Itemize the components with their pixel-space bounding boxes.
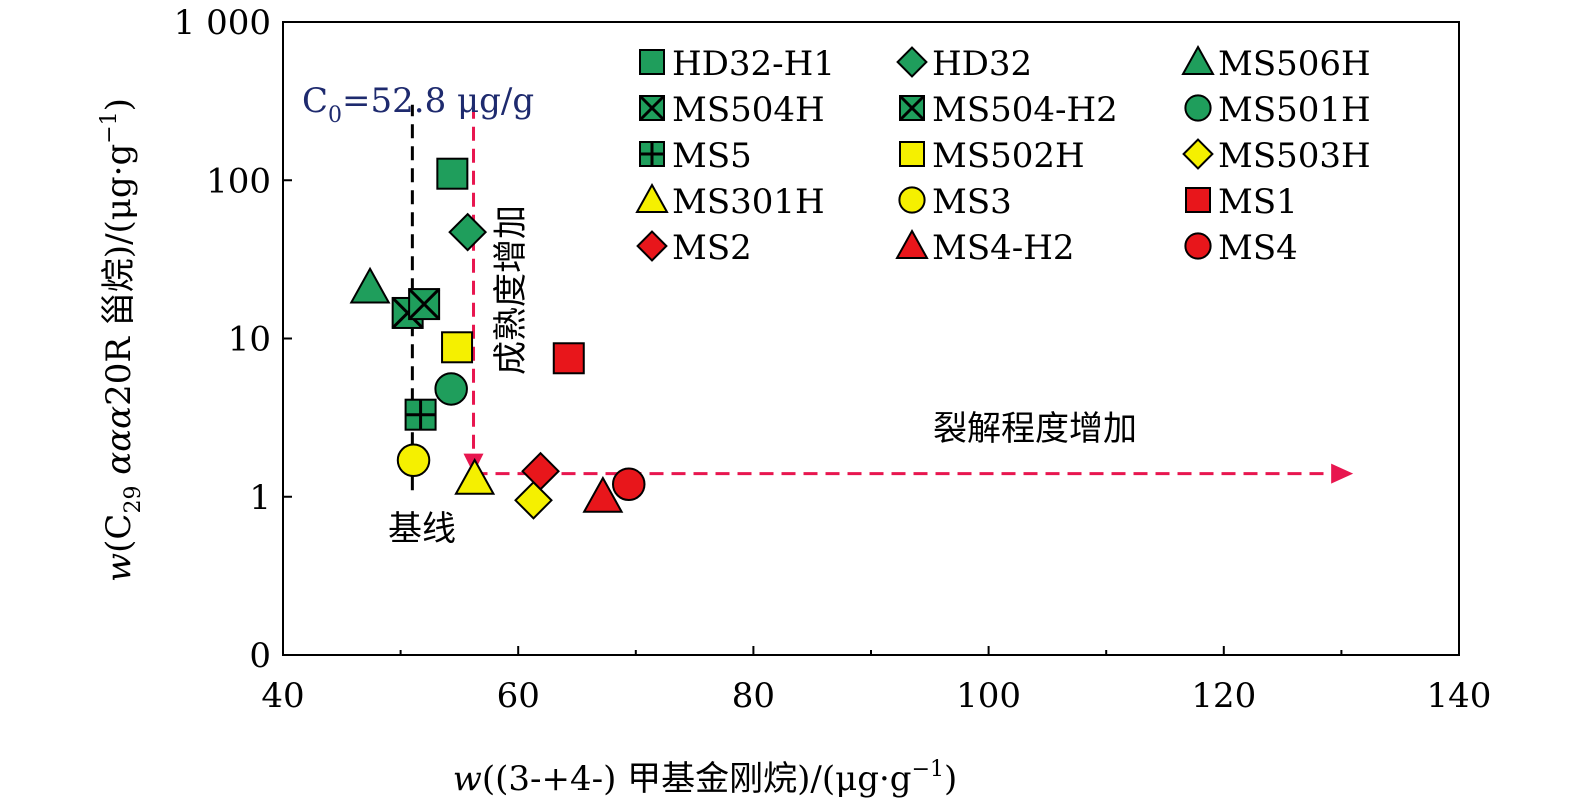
legend-label: MS501H xyxy=(1218,90,1371,130)
point-hd32 xyxy=(448,212,488,252)
y-tick-label: 1 000 xyxy=(174,3,271,43)
point-hd32-h1 xyxy=(436,157,469,190)
x-tick-label: 40 xyxy=(261,676,304,716)
y-tick-label: 1 xyxy=(249,478,271,518)
legend-marker-ms501h xyxy=(1184,94,1212,122)
legend-label: MS3 xyxy=(932,182,1012,222)
point-ms501h xyxy=(434,372,468,406)
point-ms506h xyxy=(349,266,391,304)
legend-marker-ms4 xyxy=(1184,232,1212,260)
y-tick-label: 0 xyxy=(249,636,271,676)
legend-label: MS301H xyxy=(672,182,825,222)
legend-label: MS504-H2 xyxy=(932,90,1118,130)
x-tick-label: 60 xyxy=(497,676,540,716)
legend-marker-hd32 xyxy=(896,46,928,78)
legend-marker-ms1 xyxy=(1185,187,1211,213)
legend-marker-ms301h xyxy=(635,182,669,213)
x-tick-label: 120 xyxy=(1191,676,1256,716)
point-ms502h xyxy=(441,331,474,364)
point-ms301h xyxy=(454,457,496,495)
maturity-label: 成熟度增加 xyxy=(491,205,531,375)
legend-marker-hd32-h1 xyxy=(639,49,665,75)
legend-label: MS4-H2 xyxy=(932,228,1075,268)
legend-label: MS504H xyxy=(672,90,825,130)
legend-marker-ms4-h2 xyxy=(895,228,929,259)
y-axis-ticks: 0 1 10 100 1 000 xyxy=(174,3,292,676)
legend-label: MS1 xyxy=(1218,182,1298,222)
legend-marker-ms2 xyxy=(636,230,668,262)
x-tick-label: 80 xyxy=(732,676,775,716)
legend-marker-ms504h xyxy=(638,94,666,122)
point-ms4-h2 xyxy=(582,475,624,513)
legend-marker-ms502h xyxy=(899,141,925,167)
legend-label: MS506H xyxy=(1218,44,1371,84)
legend-label: MS5 xyxy=(672,136,752,176)
legend-label: HD32 xyxy=(932,44,1032,84)
data-points xyxy=(349,157,646,520)
legend-label: HD32-H1 xyxy=(672,44,835,84)
legend-label: MS502H xyxy=(932,136,1085,176)
x-tick-label: 140 xyxy=(1427,676,1492,716)
point-ms5 xyxy=(404,398,437,431)
cracking-arrow-head xyxy=(1331,463,1354,484)
y-tick-label: 100 xyxy=(206,161,271,201)
point-ms3 xyxy=(396,443,431,478)
baseline-value-label: C0=52.8 μg/g xyxy=(302,81,534,128)
legend-label: MS4 xyxy=(1218,228,1298,268)
point-ms4 xyxy=(611,467,646,501)
cracking-label: 裂解程度增加 xyxy=(933,409,1137,449)
baseline-label: 基线 xyxy=(388,509,456,549)
point-ms1 xyxy=(552,342,585,375)
legend-marker-ms3 xyxy=(898,186,926,214)
legend-label: MS2 xyxy=(672,228,752,268)
y-tick-label: 10 xyxy=(228,320,271,360)
x-axis-ticks: 40 60 80 100 120 140 xyxy=(261,646,1491,716)
point-ms504-h2 xyxy=(408,288,441,321)
legend-marker-ms504-h2 xyxy=(898,94,926,122)
point-ms2 xyxy=(521,451,560,491)
y-axis-title: w(C29 ααα20R 甾烷)/(μg·g−1) xyxy=(97,98,146,582)
legend-marker-ms506h xyxy=(1181,44,1215,75)
point-ms503h xyxy=(514,480,553,520)
legend-marker-ms503h xyxy=(1182,138,1214,170)
legend-marker-ms5 xyxy=(639,141,665,167)
legend: HD32-H1 HD32 MS506H MS504H MS504-H2 MS501H MS5… xyxy=(635,44,1371,268)
x-tick-label: 100 xyxy=(956,676,1021,716)
legend-label: MS503H xyxy=(1218,136,1371,176)
x-axis-title: w((3-+4-) 甲基金刚烷)/(μg·g−1) xyxy=(453,757,958,799)
